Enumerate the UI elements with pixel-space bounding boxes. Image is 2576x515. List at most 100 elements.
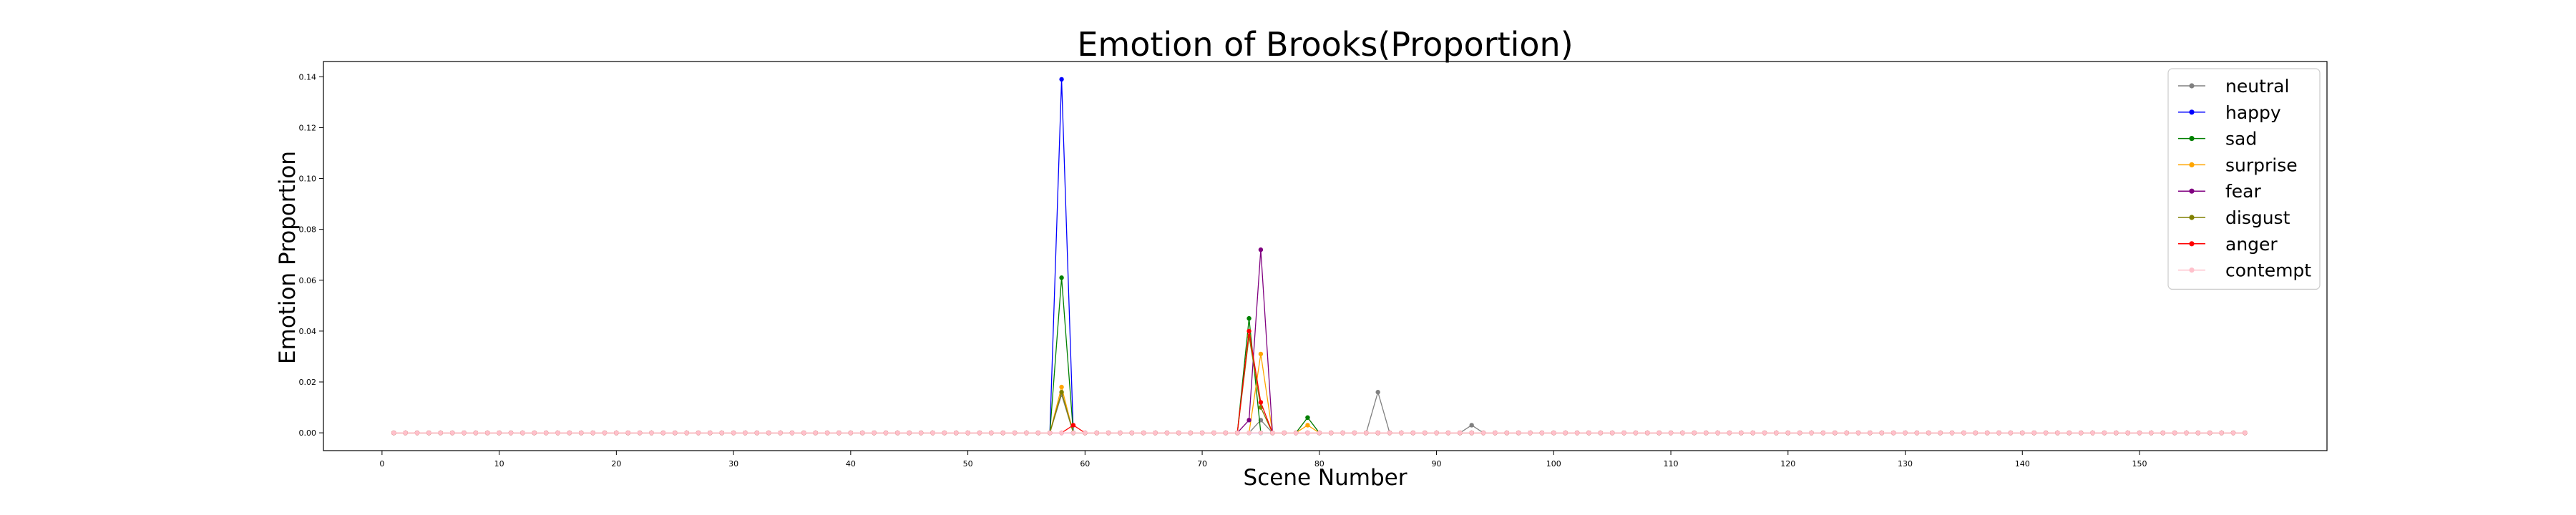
x-tick-label: 90 — [1432, 459, 1442, 469]
data-point-contempt — [614, 430, 619, 436]
data-point-contempt — [1035, 430, 1041, 436]
data-point-contempt — [2207, 430, 2212, 436]
data-point-contempt — [1387, 430, 1392, 436]
data-point-contempt — [2137, 430, 2142, 436]
data-point-contempt — [1340, 430, 1345, 436]
data-point-contempt — [1164, 430, 1170, 436]
x-tick-label: 0 — [379, 459, 384, 469]
legend-label-disgust: disgust — [2225, 207, 2290, 228]
data-point-contempt — [1176, 430, 1181, 436]
data-point-contempt — [708, 430, 713, 436]
data-point-contempt — [2125, 430, 2130, 436]
y-tick-label: 0.00 — [299, 428, 317, 438]
series-line-sad — [394, 278, 2245, 433]
series-line-happy — [394, 79, 2245, 433]
legend-marker-happy — [2189, 109, 2195, 115]
x-tick-label: 150 — [2132, 459, 2147, 469]
data-point-contempt — [1317, 430, 1322, 436]
data-point-contempt — [731, 430, 736, 436]
data-point-contempt — [438, 430, 443, 436]
data-point-contempt — [1774, 430, 1779, 436]
data-point-contempt — [1586, 430, 1591, 436]
data-point-contempt — [1961, 430, 1966, 436]
x-tick-label: 130 — [1898, 459, 1913, 469]
x-tick-label: 10 — [494, 459, 504, 469]
data-point-contempt — [1270, 430, 1275, 436]
series-line-disgust — [394, 335, 2245, 433]
data-point-contempt — [1820, 430, 1826, 436]
data-point-contempt — [2031, 430, 2036, 436]
data-point-fear — [1258, 247, 1264, 252]
series-line-surprise — [394, 353, 2245, 433]
data-point-contempt — [1234, 430, 1240, 436]
data-point-contempt — [1129, 430, 1135, 436]
data-point-contempt — [1973, 430, 1978, 436]
data-point-contempt — [1809, 430, 1814, 436]
data-point-contempt — [1305, 430, 1310, 436]
data-point-contempt — [1868, 430, 1873, 436]
y-tick-label: 0.14 — [299, 72, 317, 82]
legend-label-sad: sad — [2225, 129, 2257, 149]
data-point-contempt — [1153, 430, 1158, 436]
data-point-contempt — [485, 430, 490, 436]
data-point-surprise — [1059, 384, 1064, 390]
data-point-contempt — [1762, 430, 1767, 436]
data-point-contempt — [1375, 430, 1380, 436]
data-point-contempt — [1048, 430, 1053, 436]
data-point-contempt — [602, 430, 608, 436]
legend-label-surprise: surprise — [2225, 154, 2298, 175]
x-tick-label: 50 — [963, 459, 973, 469]
legend-label-neutral: neutral — [2225, 76, 2289, 97]
data-point-surprise — [1305, 423, 1310, 428]
series-happy — [391, 77, 2248, 436]
data-point-contempt — [1282, 430, 1287, 436]
legend: neutral happy sad surprise fear disgust anger c… — [2167, 68, 2321, 290]
data-point-contempt — [743, 430, 748, 436]
y-tick-label: 0.06 — [299, 276, 317, 285]
data-point-contempt — [1574, 430, 1580, 436]
data-point-anger — [1246, 328, 1252, 334]
data-point-contempt — [1199, 430, 1205, 436]
data-point-contempt — [1797, 430, 1802, 436]
data-point-contempt — [649, 430, 654, 436]
data-point-contempt — [1516, 430, 1521, 436]
data-point-contempt — [1493, 430, 1498, 436]
data-point-contempt — [543, 430, 549, 436]
data-point-contempt — [1914, 430, 1920, 436]
data-point-contempt — [989, 430, 994, 436]
data-point-contempt — [2090, 430, 2095, 436]
data-point-contempt — [1739, 430, 1744, 436]
legend-marker-fear — [2189, 188, 2195, 194]
data-point-contempt — [2078, 430, 2084, 436]
data-point-contempt — [449, 430, 455, 436]
data-point-contempt — [1680, 430, 1685, 436]
x-tick-label: 100 — [1546, 459, 1561, 469]
data-point-surprise — [1258, 351, 1264, 357]
data-point-contempt — [977, 430, 982, 436]
data-point-contempt — [1458, 430, 1463, 436]
data-point-contempt — [2230, 430, 2236, 436]
data-point-contempt — [1528, 430, 1533, 436]
data-point-contempt — [2020, 430, 2025, 436]
data-point-contempt — [462, 430, 467, 436]
legend-label-anger: anger — [2225, 234, 2278, 255]
data-point-contempt — [2043, 430, 2049, 436]
y-axis-label: Emotion Proportion — [275, 151, 301, 364]
data-point-contempt — [1364, 430, 1369, 436]
data-point-contempt — [625, 430, 630, 436]
legend-marker-disgust — [2189, 215, 2195, 220]
data-point-contempt — [1890, 430, 1896, 436]
series-neutral — [391, 390, 2248, 436]
x-tick-label: 20 — [611, 459, 621, 469]
data-point-contempt — [1083, 430, 1088, 436]
series-line-fear — [394, 250, 2245, 433]
data-point-contempt — [2160, 430, 2165, 436]
data-point-contempt — [1645, 430, 1650, 436]
data-point-contempt — [1422, 430, 1428, 436]
data-point-sad — [1305, 415, 1310, 420]
legend-box — [2167, 68, 2321, 290]
data-point-fear — [1246, 418, 1252, 423]
data-point-contempt — [1000, 430, 1005, 436]
data-point-contempt — [1844, 430, 1849, 436]
series-surprise — [391, 351, 2248, 436]
